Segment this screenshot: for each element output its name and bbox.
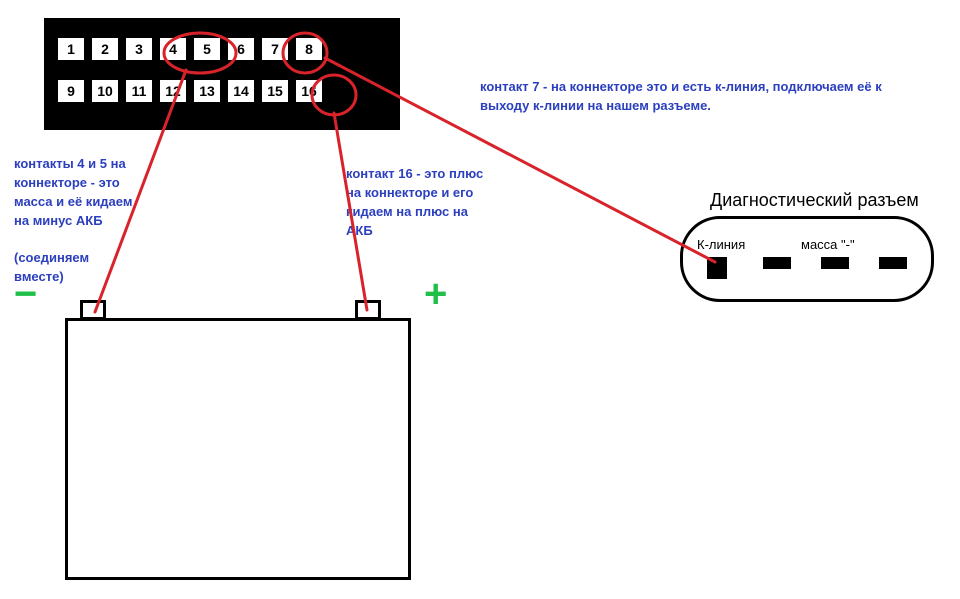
pin-7: 7 bbox=[260, 36, 290, 62]
pin-5: 5 bbox=[192, 36, 222, 62]
pin-10: 10 bbox=[90, 78, 120, 104]
annotation-pin-16: контакт 16 - это плюс на коннекторе и ег… bbox=[346, 165, 516, 240]
pin-15: 15 bbox=[260, 78, 290, 104]
diag-kline-label: К-линия bbox=[697, 237, 745, 252]
diagram-stage: 1 2 3 4 5 6 7 8 9 10 11 12 13 14 15 16 −… bbox=[0, 0, 960, 599]
obd-row-2: 9 10 11 12 13 14 15 16 bbox=[56, 78, 324, 104]
pin-3: 3 bbox=[124, 36, 154, 62]
pin-11: 11 bbox=[124, 78, 154, 104]
annotation-pin-7: контакт 7 - на коннекторе это и есть к-л… bbox=[480, 78, 910, 116]
pin-1: 1 bbox=[56, 36, 86, 62]
obd-row-1: 1 2 3 4 5 6 7 8 bbox=[56, 36, 324, 62]
diag-slot-2 bbox=[763, 257, 791, 269]
pin-4: 4 bbox=[158, 36, 188, 62]
pin-9: 9 bbox=[56, 78, 86, 104]
plus-sign: + bbox=[424, 272, 447, 317]
pin-2: 2 bbox=[90, 36, 120, 62]
obd-connector: 1 2 3 4 5 6 7 8 9 10 11 12 13 14 15 16 bbox=[44, 18, 400, 130]
diag-slot-kline bbox=[707, 257, 727, 279]
diag-slot-4 bbox=[879, 257, 907, 269]
battery-box bbox=[65, 318, 411, 580]
diag-connector: К-линия масса "-" bbox=[680, 216, 934, 302]
battery-terminal-pos bbox=[355, 300, 381, 320]
battery-terminal-neg bbox=[80, 300, 106, 320]
pin-6: 6 bbox=[226, 36, 256, 62]
diag-massa-label: масса "-" bbox=[801, 237, 855, 252]
diag-connector-title: Диагностический разъем bbox=[710, 190, 919, 211]
annotation-pins-4-5: контакты 4 и 5 на коннекторе - это масса… bbox=[14, 155, 164, 287]
pin-16: 16 bbox=[294, 78, 324, 104]
pin-13: 13 bbox=[192, 78, 222, 104]
pin-14: 14 bbox=[226, 78, 256, 104]
diag-slot-3 bbox=[821, 257, 849, 269]
pin-12: 12 bbox=[158, 78, 188, 104]
pin-8: 8 bbox=[294, 36, 324, 62]
